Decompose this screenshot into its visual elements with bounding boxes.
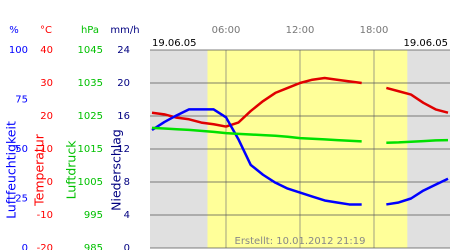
series-line [151,108,449,206]
axis-title: Niederschlag [109,129,124,211]
axis-unit: °C [40,25,52,36]
series-line [151,76,449,128]
y-tick-label: 0 [47,177,53,188]
x-tick-label: 12:00 [286,25,315,36]
y-tick-label: 1045 [78,45,103,56]
y-tick-label: 995 [84,210,103,221]
date-left: 19.06.05 [152,38,197,49]
y-tick-label: 30 [40,78,53,89]
axis-title: Luftfeuchtigkeit [4,121,19,219]
y-tick-label: 1035 [78,78,103,89]
y-tick-label: 1005 [78,177,103,188]
y-tick-label: 985 [84,243,103,250]
axis-title: Temperatur [32,133,47,207]
y-tick-label: 20 [40,111,53,122]
y-tick-label: -20 [37,243,53,250]
y-tick-label: 24 [117,45,130,56]
y-tick-label: 4 [124,210,130,221]
x-tick-label: 18:00 [360,25,389,36]
date-right: 19.06.05 [403,38,448,49]
y-tick-label: 1015 [78,144,103,155]
y-tick-label: 1025 [78,111,103,122]
x-tick-label: 06:00 [212,25,241,36]
y-tick-label: 8 [124,177,130,188]
axis-unit: % [9,25,19,36]
y-tick-label: 40 [40,45,53,56]
footer: Erstellt: 10.01.2012 21:19 [235,236,366,247]
axis-title: Luftdruck [64,140,79,200]
y-tick-label: 100 [9,45,28,56]
axis-unit: mm/h [110,25,139,36]
axis-unit: hPa [81,25,99,36]
y-tick-label: 25 [15,194,28,205]
y-tick-label: 10 [40,144,53,155]
series-line [151,126,449,144]
y-tick-label: 20 [117,78,130,89]
y-tick-label: 0 [22,243,28,250]
y-tick-label: 0 [124,243,130,250]
y-tick-label: 16 [117,111,130,122]
y-tick-label: 12 [117,144,130,155]
y-tick-label: 75 [15,95,28,106]
y-tick-label: 50 [15,144,28,155]
y-tick-label: -10 [37,210,53,221]
